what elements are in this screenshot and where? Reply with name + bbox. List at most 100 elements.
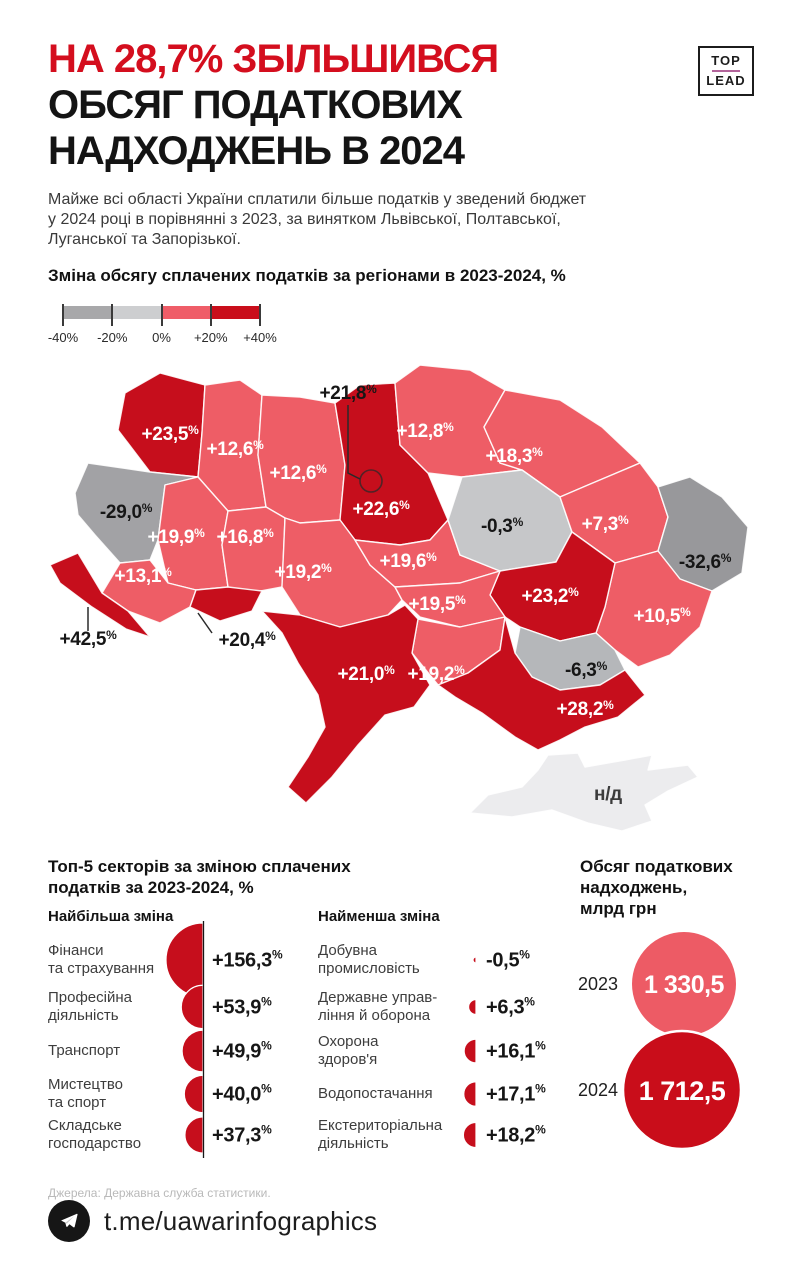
legend-segment-1 — [112, 306, 162, 319]
legend-tick-label: +40% — [243, 330, 277, 345]
region-odesa — [261, 604, 431, 804]
biggest-label-3: Мистецтво та спорт — [48, 1076, 124, 1111]
region-label-donetsk: +10,5% — [634, 605, 692, 627]
revenue-year-2024: 2024 — [578, 1080, 618, 1100]
smallest-label-2: Охорона здоров'я — [318, 1033, 379, 1068]
telegram-handle: t.me/uawarinfographics — [104, 1205, 378, 1236]
sector-charts: 1 330,5 2023 1 712,5 2024 — [165, 921, 743, 1158]
revenue-circle-2023 — [632, 932, 736, 1036]
region-label-kharkiv: +7,3% — [582, 513, 629, 535]
intro-paragraph: Майже всі області України сплатили більш… — [48, 191, 587, 248]
region-khmelnytskyi — [221, 506, 286, 594]
legend-tick-label: 0% — [152, 330, 171, 345]
region-zhytomyr — [257, 394, 346, 524]
legend-tick — [111, 304, 114, 326]
title-line-3: НАДХОДЖЕНЬ В 2024 — [48, 129, 465, 173]
legend-tick — [259, 304, 261, 326]
region-label-kirovohrad: +19,5% — [409, 593, 467, 615]
region-kherson — [437, 616, 646, 751]
region-label-khmelnytskyi: +16,8% — [217, 526, 275, 548]
smallest-value-4: +18,2% — [486, 1122, 546, 1147]
smallest-value-0: -0,5% — [486, 947, 530, 972]
region-label-kyiv-city: +21,8% — [320, 382, 378, 404]
region-label-cherkasy: +19,6% — [380, 550, 438, 572]
region-label-zhytomyr: +12,6% — [270, 462, 328, 484]
region-label-rivne: +12,6% — [207, 438, 265, 460]
region-label-ivano-frankivsk: +13,1% — [115, 565, 173, 587]
biggest-value-1: +53,9% — [212, 994, 272, 1019]
biggest-value-3: +40,0% — [212, 1081, 272, 1106]
title-line-2: ОБСЯГ ПОДАТКОВИХ — [48, 83, 463, 127]
smallest-disc-1 — [468, 998, 477, 1016]
telegram-link[interactable]: t.me/uawarinfographics — [48, 1200, 377, 1242]
biggest-disc-3 — [183, 1074, 204, 1114]
biggest-value-4: +37,3% — [212, 1122, 272, 1147]
revenue-value-2024: 1 712,5 — [639, 1076, 726, 1106]
biggest-value-2: +49,9% — [212, 1038, 272, 1063]
region-zakarpattia — [49, 552, 151, 638]
smallest-label-4: Екстериторіальна діяльність — [318, 1117, 443, 1152]
region-label-vinnytsia: +19,2% — [275, 561, 333, 583]
biggest-label-2: Транспорт — [48, 1042, 121, 1059]
smallest-disc-4 — [462, 1121, 477, 1149]
legend-segment-3 — [210, 306, 260, 319]
toplead-logo: TOP LEAD — [698, 46, 754, 96]
biggest-disc-4 — [184, 1116, 204, 1154]
legend-tick — [209, 304, 212, 326]
smallest-disc-3 — [463, 1081, 477, 1107]
region-label-zaporizhzhia: -6,3% — [565, 659, 608, 681]
biggest-label-4: Складське господарство — [48, 1117, 142, 1152]
smallest-value-2: +16,1% — [486, 1038, 546, 1063]
smallest-label-0: Добувна промисловість — [318, 942, 420, 977]
region-label-volyn: +23,5% — [142, 423, 200, 445]
region-label-chernivtsi: +20,4% — [219, 629, 277, 651]
smallest-value-1: +6,3% — [486, 994, 535, 1019]
smallest-value-3: +17,1% — [486, 1081, 546, 1106]
leader-line — [347, 405, 361, 480]
legend-tick — [160, 304, 163, 326]
biggest-disc-1 — [180, 984, 204, 1030]
biggest-change-heading: Найбільша зміна — [48, 908, 174, 925]
smallest-disc-0 — [472, 956, 477, 964]
legend-segment-0 — [63, 306, 113, 319]
region-label-poltava: -0,3% — [481, 515, 524, 537]
kyiv-city-circle — [359, 469, 383, 493]
region-label-kherson: +28,2% — [557, 698, 615, 720]
smallest-change-heading: Найменша зміна — [318, 908, 440, 925]
region-label-dnipropetrovsk: +23,2% — [522, 585, 580, 607]
region-label-kyiv-oblast: +22,6% — [353, 498, 411, 520]
smallest-label-3: Водопостачання — [318, 1085, 433, 1102]
region-label-odesa: +21,0% — [338, 663, 396, 685]
ukraine-map: +23,5% +12,6%+12,6% +21,8% +22,6% +12,8% +18,… — [49, 364, 749, 832]
region-label-zakarpattia: +42,5% — [60, 628, 118, 650]
page-title: НА 28,7% ЗБІЛЬШИВСЯ ОБСЯГ ПОДАТКОВИХ НАД… — [48, 36, 499, 174]
map-section-title: Зміна обсягу сплачених податків за регіо… — [48, 266, 566, 285]
title-line-1: НА 28,7% ЗБІЛЬШИВСЯ — [48, 37, 499, 81]
telegram-icon — [48, 1200, 90, 1242]
revenue-value-2023: 1 330,5 — [644, 971, 725, 999]
toplead-logo-lead: LEAD — [706, 73, 746, 88]
smallest-disc-2 — [463, 1038, 477, 1064]
region-crimea — [469, 752, 699, 832]
revenue-circle-2024 — [621, 1029, 743, 1151]
legend-tick-label: +20% — [193, 330, 228, 345]
legend-tick-label: -40% — [47, 330, 79, 345]
smallest-label-1: Державне управ- ління й оборона — [318, 989, 438, 1024]
biggest-value-0: +156,3% — [212, 947, 283, 972]
region-luhansk — [657, 476, 749, 592]
top-sectors-title: Топ-5 секторів за зміною сплачених подат… — [48, 857, 351, 897]
toplead-logo-divider — [712, 70, 740, 72]
source-note: Джерела: Державна служба статистики. — [48, 1186, 271, 1200]
region-label-chernihiv: +12,8% — [397, 420, 455, 442]
region-label-ternopil: +19,9% — [148, 526, 206, 548]
revenue-title: Обсяг податкових надходжень, млрд грн — [580, 857, 733, 918]
biggest-label-1: Професійна діяльність — [48, 989, 132, 1024]
region-label-crimea: н/д — [594, 784, 622, 805]
legend-tick — [62, 304, 64, 326]
region-label-luhansk: -32,6% — [679, 551, 732, 573]
region-label-sumy: +18,3% — [486, 445, 544, 467]
revenue-year-2023: 2023 — [578, 974, 618, 994]
region-label-mykolaiv: +19,2% — [408, 663, 466, 685]
leader-line — [197, 612, 213, 634]
